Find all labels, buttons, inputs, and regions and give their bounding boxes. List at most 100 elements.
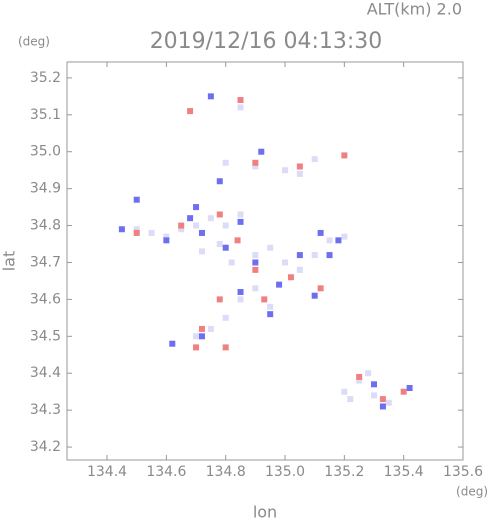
echo-point — [258, 148, 265, 155]
echo-point — [326, 252, 333, 259]
echo-point — [311, 156, 318, 163]
echo-point — [133, 226, 140, 233]
echo-point — [198, 248, 205, 255]
echo-point — [222, 314, 229, 321]
echo-point — [379, 396, 386, 403]
altitude-label: ALT(km) 2.0 — [367, 0, 462, 19]
echo-point — [252, 163, 259, 170]
x-tick-label: 134.6 — [146, 464, 186, 480]
echo-point — [252, 266, 259, 273]
echo-point — [118, 226, 125, 233]
y-tick-label: 34.2 — [30, 439, 61, 455]
echo-point — [237, 296, 244, 303]
x-tick-label: 134.8 — [206, 464, 246, 480]
y-tick-label: 34.3 — [30, 402, 61, 418]
echo-point — [193, 344, 200, 351]
echo-point — [341, 233, 348, 240]
echo-point — [267, 311, 274, 318]
echo-point — [371, 381, 378, 388]
echo-point — [187, 108, 194, 115]
y-axis-label: lat — [0, 251, 19, 272]
echo-point — [148, 229, 155, 236]
echo-point — [282, 167, 289, 174]
echo-point — [252, 159, 259, 166]
x-tick-label: 135.6 — [443, 464, 483, 480]
echo-point — [341, 152, 348, 159]
echo-point — [252, 252, 259, 259]
echo-point — [222, 159, 229, 166]
echo-point — [311, 252, 318, 259]
echo-point — [216, 178, 223, 185]
y-tick-label: 34.8 — [30, 218, 61, 234]
y-unit: (deg) — [18, 35, 50, 49]
echo-point — [216, 241, 223, 248]
echo-point — [198, 325, 205, 332]
echo-point — [198, 333, 205, 340]
echo-point — [193, 204, 200, 211]
y-tick-label: 34.9 — [30, 181, 61, 197]
echo-point — [207, 215, 214, 222]
y-tick-label: 35.2 — [30, 70, 61, 86]
echo-point — [163, 233, 170, 240]
echo-point — [178, 226, 185, 233]
x-tick-label: 135.0 — [265, 464, 305, 480]
x-tick-label: 134.4 — [87, 464, 127, 480]
y-tick-label: 34.7 — [30, 254, 61, 270]
y-tick-label: 35.1 — [30, 107, 61, 123]
echo-point — [193, 333, 200, 340]
echo-point — [207, 325, 214, 332]
echo-point — [222, 344, 229, 351]
echo-point — [347, 396, 354, 403]
echo-point — [365, 370, 372, 377]
echo-point — [216, 296, 223, 303]
echo-point — [237, 104, 244, 111]
echo-point — [296, 170, 303, 177]
echo-point — [163, 237, 170, 244]
y-tick-label: 34.4 — [30, 365, 61, 381]
echo-point — [267, 244, 274, 251]
echo-point — [207, 93, 214, 100]
echo-point — [133, 196, 140, 203]
echo-point — [356, 373, 363, 380]
y-tick-label: 35.0 — [30, 144, 61, 160]
echo-point — [216, 211, 223, 218]
echo-point — [237, 211, 244, 218]
echo-point — [133, 229, 140, 236]
x-axis-label: lon — [253, 503, 277, 522]
echo-point — [261, 296, 268, 303]
echo-point — [356, 377, 363, 384]
echo-point — [326, 237, 333, 244]
echo-point — [198, 229, 205, 236]
echo-point — [296, 163, 303, 170]
echo-point — [406, 385, 413, 392]
echo-point — [228, 259, 235, 266]
echo-point — [222, 222, 229, 229]
echo-point — [252, 259, 259, 266]
chart-title: 2019/12/16 04:13:30 — [150, 29, 383, 54]
x-tick-label: 135.2 — [324, 464, 364, 480]
echo-point — [379, 403, 386, 410]
echo-point — [317, 229, 324, 236]
echo-point — [317, 285, 324, 292]
echo-point — [169, 340, 176, 347]
echo-point — [341, 388, 348, 395]
x-tick-label: 135.4 — [384, 464, 424, 480]
echo-point — [234, 237, 241, 244]
y-tick-label: 34.5 — [30, 328, 61, 344]
echo-point — [178, 222, 185, 229]
echo-point — [237, 97, 244, 104]
echo-point — [237, 289, 244, 296]
echo-point — [371, 392, 378, 399]
echo-point — [222, 244, 229, 251]
echo-point — [267, 303, 274, 310]
echo-point — [311, 292, 318, 299]
echo-point — [287, 274, 294, 281]
echo-point — [282, 259, 289, 266]
echo-point — [385, 399, 392, 406]
y-tick-label: 34.6 — [30, 291, 61, 307]
echo-point — [252, 285, 259, 292]
plot-frame — [66, 61, 464, 461]
x-unit: (deg) — [456, 485, 488, 499]
echo-point — [237, 218, 244, 225]
echo-point — [335, 237, 342, 244]
